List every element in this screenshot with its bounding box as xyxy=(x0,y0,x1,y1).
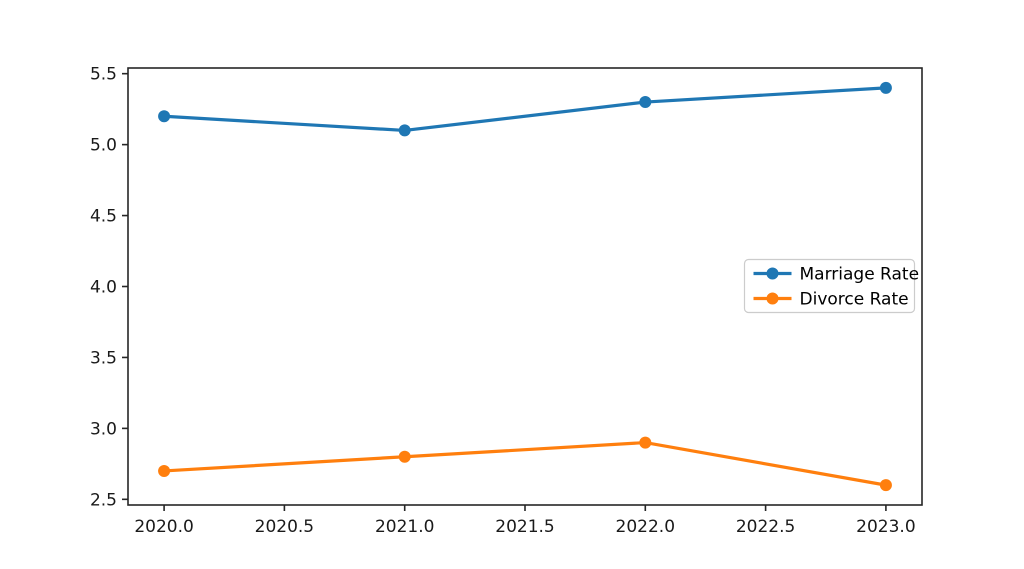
y-tick-label: 4.5 xyxy=(90,207,117,227)
legend-label-marriage-rate: Marriage Rate xyxy=(800,264,920,284)
legend-marker-sample xyxy=(766,267,779,280)
marriage-rate-marker xyxy=(398,124,411,137)
divorce-rate-marker xyxy=(158,464,171,477)
x-tick-label: 2020.5 xyxy=(255,517,314,537)
x-tick-label: 2021.5 xyxy=(495,517,554,537)
y-tick-label: 4.0 xyxy=(90,277,117,297)
y-tick-label: 3.5 xyxy=(90,348,117,368)
legend: Marriage Rate Divorce Rate xyxy=(743,258,920,314)
marriage-rate-marker xyxy=(639,96,652,109)
y-tick-label: 2.5 xyxy=(90,490,117,510)
marriage-rate-marker xyxy=(158,110,171,123)
y-tick-label: 3.0 xyxy=(90,419,117,439)
marriage-rate-line xyxy=(162,86,888,133)
divorce-rate-marker xyxy=(639,436,652,449)
legend-marker-sample xyxy=(766,292,779,305)
y-tick-label: 5.5 xyxy=(90,65,117,85)
x-tick-label: 2023.0 xyxy=(856,517,915,537)
divorce-rate-marker xyxy=(398,450,411,463)
x-tick-label: 2022.0 xyxy=(616,517,675,537)
divorce-rate-marker xyxy=(879,479,892,492)
x-tick-label: 2022.5 xyxy=(736,517,795,537)
marriage-rate-marker xyxy=(879,81,892,94)
x-tick-label: 2020.0 xyxy=(134,517,193,537)
legend-label-divorce-rate: Divorce Rate xyxy=(800,289,909,309)
y-tick-label: 5.0 xyxy=(90,136,117,156)
divorce-rate-line xyxy=(162,440,888,487)
x-tick-label: 2021.0 xyxy=(375,517,434,537)
